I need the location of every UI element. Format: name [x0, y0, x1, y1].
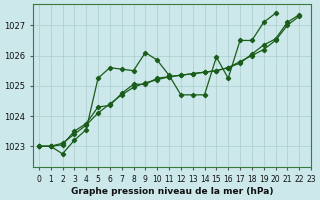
X-axis label: Graphe pression niveau de la mer (hPa): Graphe pression niveau de la mer (hPa): [71, 187, 273, 196]
